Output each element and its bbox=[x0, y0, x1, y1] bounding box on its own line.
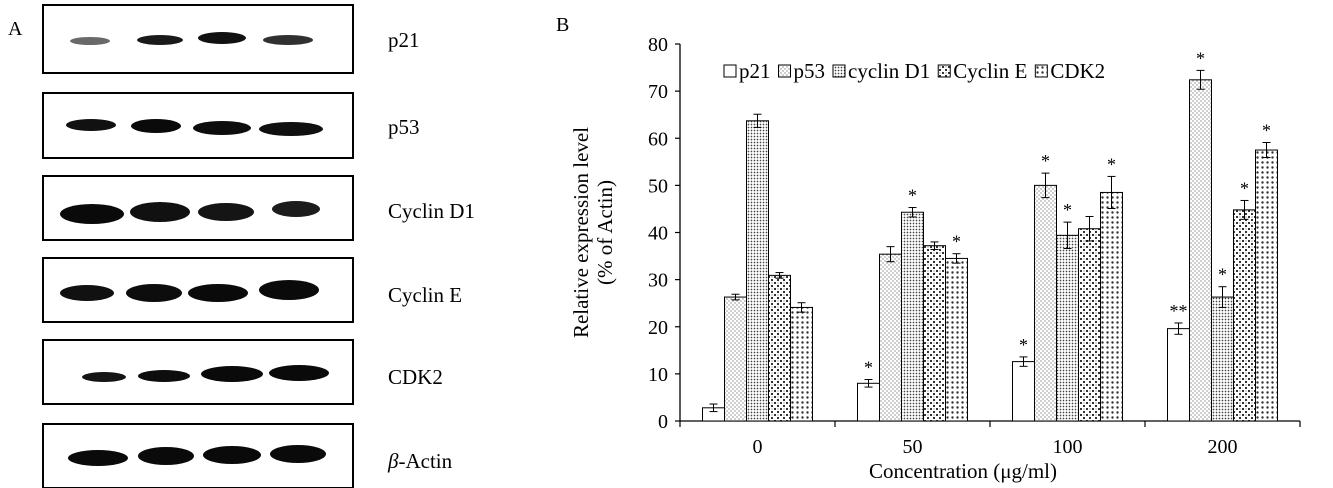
legend-label: Cyclin E bbox=[953, 59, 1027, 83]
y-tick-label: 20 bbox=[648, 317, 668, 339]
significance-mark: * bbox=[1196, 48, 1205, 68]
y-tick-label: 80 bbox=[648, 34, 668, 56]
bar bbox=[901, 211, 924, 422]
beta-symbol: β bbox=[387, 449, 399, 473]
x-axis-title: Concentration (μg/ml) bbox=[869, 459, 1057, 483]
legend-label: CDK2 bbox=[1050, 59, 1105, 83]
x-tick-label: 200 bbox=[1208, 436, 1238, 458]
significance-mark: * bbox=[1218, 265, 1227, 285]
significance-mark: * bbox=[1063, 200, 1072, 220]
y-tick-label: 0 bbox=[658, 411, 668, 433]
legend-swatch bbox=[723, 64, 737, 78]
legend-label: p53 bbox=[794, 59, 826, 83]
bar bbox=[724, 296, 747, 422]
actin-suffix: -Actin bbox=[398, 449, 452, 473]
x-tick-label: 100 bbox=[1053, 436, 1083, 458]
panel-b-letter: B bbox=[556, 14, 569, 36]
blot-label-beta-actin: β-Actin bbox=[387, 449, 453, 473]
bar bbox=[1012, 361, 1035, 422]
significance-mark: * bbox=[1240, 178, 1249, 198]
bar bbox=[1211, 296, 1234, 422]
significance-mark: * bbox=[1019, 335, 1028, 355]
bar bbox=[768, 274, 791, 422]
y-axis-title: Relative expression level bbox=[569, 127, 593, 338]
legend-swatch bbox=[937, 64, 951, 78]
significance-mark: ** bbox=[1170, 301, 1188, 321]
bar bbox=[790, 306, 813, 422]
y-tick-label: 50 bbox=[648, 175, 668, 197]
blot-label-p21: p21 bbox=[388, 28, 420, 52]
legend-swatch bbox=[778, 64, 791, 78]
bar bbox=[1034, 184, 1057, 422]
significance-mark: * bbox=[908, 186, 917, 206]
blot-beta-actin: β-Actin bbox=[42, 423, 453, 488]
blot-cyclin-e: Cyclin E bbox=[42, 257, 462, 323]
y-axis-title: (% of Actin) bbox=[593, 180, 617, 285]
blot-cyclin-d1: Cyclin D1 bbox=[42, 175, 475, 241]
bar bbox=[1167, 328, 1190, 422]
y-tick-label: 10 bbox=[648, 364, 668, 386]
blot-label-p53: p53 bbox=[388, 115, 420, 139]
y-tick-label: 30 bbox=[648, 270, 668, 292]
blot-p53: p53 bbox=[42, 92, 420, 159]
y-tick-label: 60 bbox=[648, 128, 668, 150]
legend-label: p21 bbox=[739, 59, 771, 83]
panel-a-letter: A bbox=[8, 18, 23, 40]
significance-mark: * bbox=[1262, 120, 1271, 140]
legend-swatch bbox=[832, 64, 846, 78]
blot-cdk2: CDK2 bbox=[42, 339, 443, 405]
legend-label: cyclin D1 bbox=[848, 59, 930, 83]
bar bbox=[1056, 234, 1079, 422]
blot-label-cyclin-d1: Cyclin D1 bbox=[388, 199, 475, 223]
bar bbox=[1100, 191, 1123, 422]
y-tick-label: 70 bbox=[648, 81, 668, 103]
bar bbox=[857, 382, 880, 422]
bar bbox=[1078, 228, 1101, 422]
blot-label-cdk2: CDK2 bbox=[388, 365, 443, 389]
significance-mark: * bbox=[864, 358, 873, 378]
bar bbox=[1255, 149, 1278, 422]
significance-mark: * bbox=[1107, 154, 1116, 174]
x-tick-label: 50 bbox=[903, 436, 923, 458]
x-tick-label: 0 bbox=[753, 436, 763, 458]
bar bbox=[746, 120, 769, 422]
y-tick-label: 40 bbox=[648, 223, 668, 245]
legend-swatch bbox=[1034, 64, 1048, 78]
blot-p21: p21 bbox=[42, 4, 420, 74]
blot-label-cyclin-e: Cyclin E bbox=[388, 283, 462, 307]
significance-mark: * bbox=[952, 232, 961, 252]
bar bbox=[923, 245, 946, 422]
significance-mark: * bbox=[1041, 151, 1050, 171]
bar bbox=[1189, 79, 1212, 422]
bar bbox=[945, 257, 968, 422]
bar bbox=[1233, 209, 1256, 422]
bar bbox=[879, 253, 902, 422]
